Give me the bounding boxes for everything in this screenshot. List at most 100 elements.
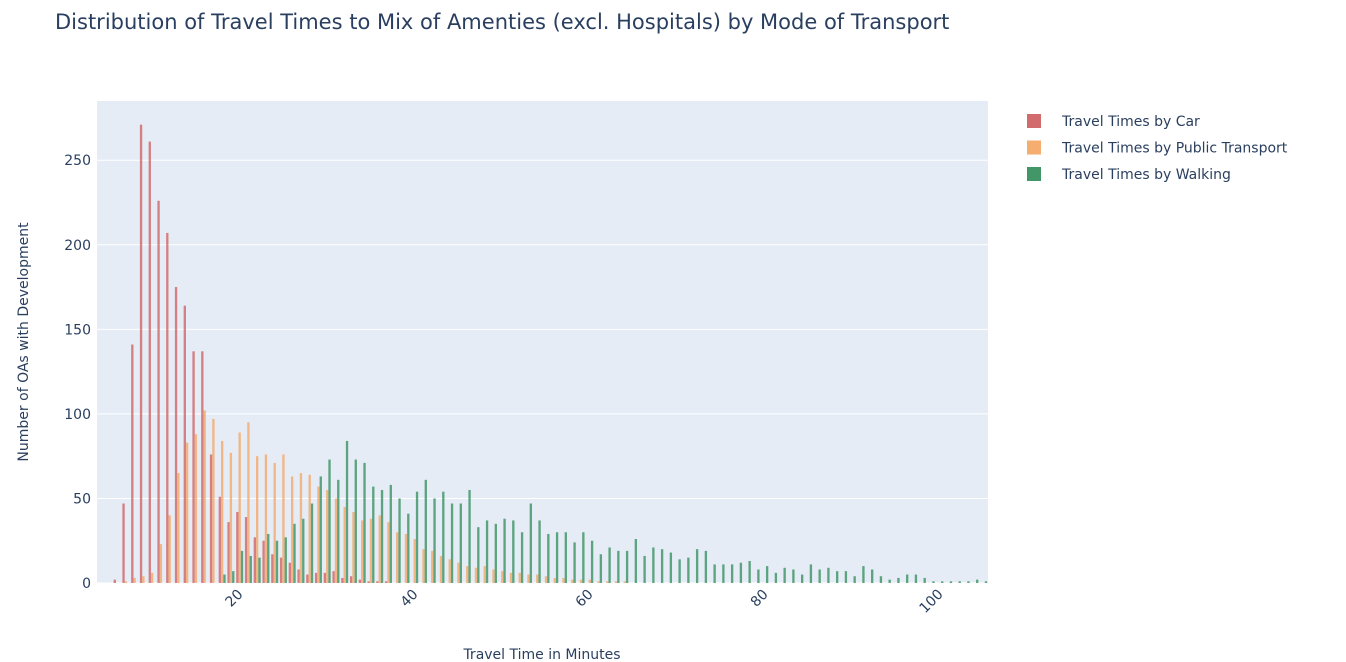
bar [923, 577, 926, 583]
bar [185, 442, 189, 583]
bar [713, 564, 716, 583]
bar [485, 520, 489, 583]
bar [372, 486, 375, 583]
bar [124, 581, 128, 583]
bar [431, 550, 434, 583]
x-tick-label: 20 [223, 587, 247, 611]
bar [271, 554, 274, 583]
bar [284, 537, 287, 583]
y-axis-label: Number of OAs with Development [16, 222, 32, 462]
bar [384, 581, 388, 583]
bar [914, 574, 918, 583]
bar [588, 579, 591, 583]
bar [177, 473, 180, 583]
bar [166, 232, 169, 583]
bar [133, 577, 136, 583]
bar [483, 566, 486, 583]
bar [122, 503, 125, 583]
bar [590, 540, 594, 583]
bar [264, 454, 268, 583]
bar [888, 579, 891, 583]
bar [174, 287, 178, 583]
bar [544, 576, 548, 583]
bar [422, 549, 425, 583]
bar [906, 574, 909, 583]
bar [553, 577, 556, 583]
bar [398, 498, 401, 583]
bar [739, 562, 743, 583]
bar [660, 549, 664, 583]
bar [407, 513, 410, 583]
bar [564, 532, 568, 583]
bar [634, 539, 638, 583]
legend-swatch [1027, 140, 1041, 155]
bar [352, 511, 355, 583]
bar [232, 571, 235, 583]
bar [203, 410, 206, 583]
bar [695, 549, 699, 583]
bar [240, 550, 244, 583]
bar [314, 572, 318, 583]
legend-label: Travel Times by Car [1061, 114, 1200, 130]
bar [367, 581, 370, 583]
x-tick-label: 40 [398, 587, 422, 611]
bar [984, 581, 988, 583]
bar [862, 566, 865, 583]
bar [871, 569, 874, 583]
bar [652, 547, 655, 583]
bar [994, 581, 996, 583]
bar [387, 522, 390, 583]
bar [142, 576, 145, 583]
bar [415, 491, 419, 583]
bar [617, 550, 620, 583]
bar [518, 572, 521, 583]
x-tick-label: 80 [748, 587, 772, 611]
bar [503, 518, 506, 583]
bar [369, 518, 373, 583]
bar [354, 459, 357, 583]
bar [150, 572, 154, 583]
bar [229, 452, 233, 583]
bar [579, 579, 583, 583]
bar [249, 555, 252, 583]
y-tick-label: 0 [82, 576, 91, 592]
bar [334, 498, 338, 583]
bar [669, 552, 673, 583]
bar [949, 581, 953, 583]
bar [571, 579, 574, 583]
bar [310, 503, 314, 583]
bar [345, 440, 349, 583]
bar [194, 434, 198, 583]
bar [319, 476, 322, 583]
bar [201, 351, 204, 583]
bar [466, 566, 469, 583]
bar [159, 544, 163, 583]
bar [520, 532, 524, 583]
bar [323, 572, 327, 583]
bar [148, 141, 151, 583]
bar [477, 527, 480, 583]
bar [192, 351, 195, 583]
bar [512, 520, 515, 583]
bar [376, 581, 379, 583]
bar [183, 305, 186, 583]
bar [413, 539, 416, 583]
bar [343, 506, 346, 583]
bar [468, 489, 471, 583]
x-tick-label: 60 [573, 587, 597, 611]
bar [509, 572, 513, 583]
bar [282, 454, 285, 583]
bar [380, 489, 384, 583]
bar [606, 581, 609, 583]
bar [809, 564, 813, 583]
bar [623, 581, 626, 583]
bar [722, 564, 725, 583]
bar [562, 577, 565, 583]
bar [800, 574, 804, 583]
bar [212, 418, 215, 583]
bar [597, 581, 600, 583]
bar [328, 459, 331, 583]
bar [573, 542, 576, 583]
bar [302, 518, 305, 583]
bar [389, 484, 392, 583]
